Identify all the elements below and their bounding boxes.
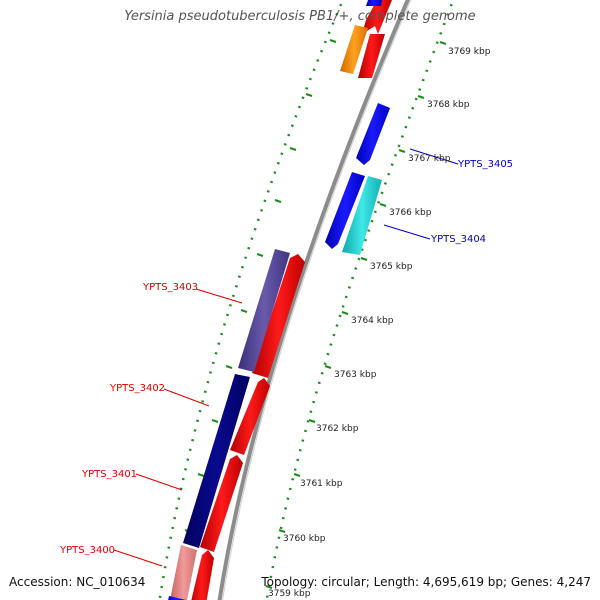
orf-purple[interactable]: [238, 249, 290, 372]
gene-label-YPTS_3400[interactable]: YPTS_3400: [59, 545, 115, 556]
gene-YPTS_3405[interactable]: [356, 103, 390, 165]
tick-label-3764: 3764 kbp: [351, 316, 394, 326]
gene-forward-e[interactable]: [200, 455, 243, 552]
orf-track: [166, 25, 368, 600]
major-tick-marks: [265, 41, 447, 589]
gene-forward-f[interactable]: [189, 550, 214, 600]
tick-label-3767: 3767 kbp: [408, 154, 451, 164]
tick-label-3765: 3765 kbp: [370, 262, 413, 272]
gene-forward-a[interactable]: [362, 0, 392, 34]
gene-top-blue[interactable]: [366, 0, 382, 6]
orf-orange[interactable]: [340, 25, 368, 74]
label-leader-lines: [113, 148, 459, 567]
tick-label-3763: 3763 kbp: [334, 370, 377, 380]
tick-label-3769: 3769 kbp: [448, 47, 491, 57]
gene-forward-b[interactable]: [358, 34, 385, 78]
accession-label: Accession: NC_010634: [9, 575, 146, 589]
gene-label-YPTS_3401[interactable]: YPTS_3401: [81, 469, 137, 480]
tick-label-3766: 3766 kbp: [389, 208, 432, 218]
left-major-tick-marks: [184, 39, 337, 533]
tick-label-3762: 3762 kbp: [316, 424, 359, 434]
gene-YPTS_3404-blue[interactable]: [325, 172, 365, 249]
gene-YPTS_3404[interactable]: [342, 176, 382, 255]
genome-backbone-shadow: [222, 0, 412, 600]
gene-label-YPTS_3404[interactable]: YPTS_3404: [430, 234, 486, 245]
outer-tick-ring: [158, 0, 345, 600]
tick-label-3768: 3768 kbp: [427, 100, 470, 110]
map-title: Yersinia pseudotuberculosis PB1/+, compl…: [124, 9, 476, 24]
genome-backbone: [217, 0, 410, 600]
tick-label-3761: 3761 kbp: [300, 479, 343, 489]
genome-summary-label: Topology: circular; Length: 4,695,619 bp…: [261, 575, 591, 589]
tick-labels: 3769 kbp 3768 kbp 3767 kbp 3766 kbp 3765…: [268, 47, 491, 599]
orf-pink[interactable]: [170, 545, 197, 600]
gene-forward-d[interactable]: [230, 378, 270, 455]
orf-navy[interactable]: [183, 374, 250, 548]
gene-forward-c[interactable]: [252, 254, 305, 378]
gene-labels: YPTS_3405 YPTS_3404 YPTS_3403 YPTS_3402 …: [59, 159, 513, 556]
tick-label-3760: 3760 kbp: [283, 534, 326, 544]
reverse-gene-track: [325, 0, 390, 255]
gene-label-YPTS_3402[interactable]: YPTS_3402: [109, 383, 165, 394]
orf-blue-bottom[interactable]: [166, 596, 186, 600]
tick-label-3759: 3759 kbp: [268, 589, 311, 599]
forward-gene-track: [189, 0, 392, 600]
gene-label-YPTS_3403[interactable]: YPTS_3403: [142, 282, 198, 293]
gene-label-YPTS_3405[interactable]: YPTS_3405: [457, 159, 513, 170]
